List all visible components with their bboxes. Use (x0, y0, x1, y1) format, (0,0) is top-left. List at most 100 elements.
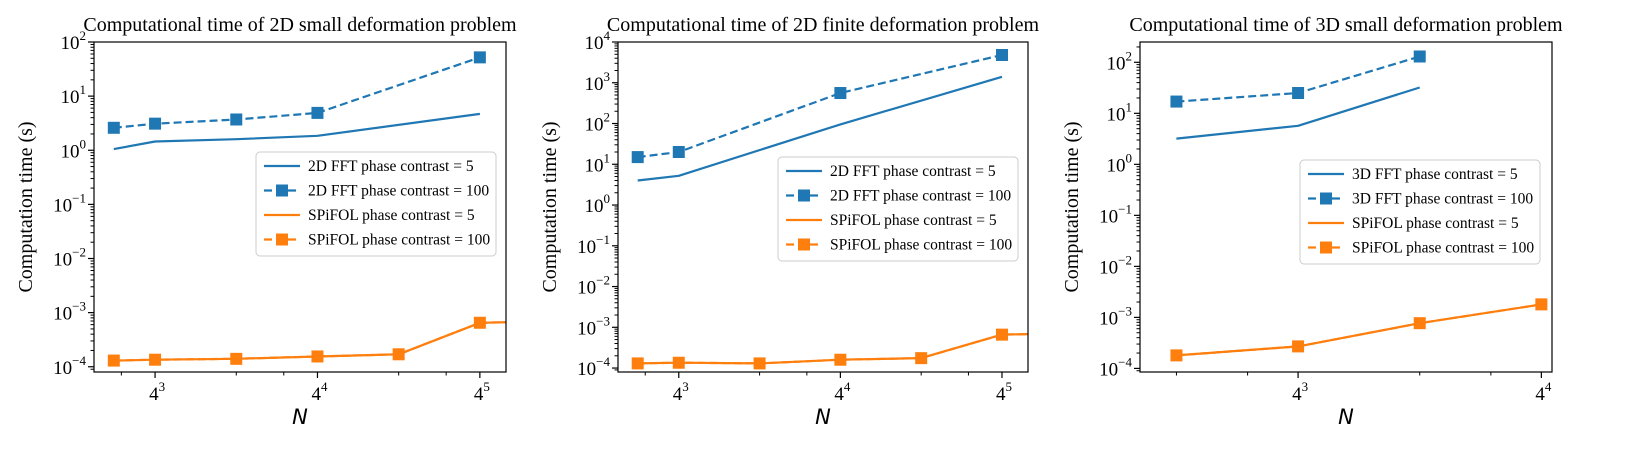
chart-1: Computational time of 2D small deformati… (15, 14, 567, 429)
x-tick-label-base: 4 (1292, 384, 1302, 405)
y-tick-label: 101 (61, 82, 87, 108)
data-point (1292, 87, 1305, 100)
legend-label: 3D FFT phase contrast = 5 (1352, 166, 1518, 183)
y-tick-label-exp: −2 (596, 273, 610, 288)
legend-entry-4: SPiFOL phase contrast = 100 (264, 232, 490, 249)
x-tick-label-exp: 4 (1545, 379, 1552, 394)
y-tick-label-base: 10 (1099, 257, 1118, 278)
y-tick-label-exp: −4 (72, 353, 86, 368)
y-axis-label: Computation time (s) (15, 121, 37, 292)
y-tick-label-exp: 3 (604, 69, 611, 84)
x-tick-label-base: 4 (834, 384, 844, 405)
data-point (230, 352, 243, 365)
series-line-4 (113, 321, 506, 362)
x-tick-label-exp: 3 (1302, 379, 1309, 394)
legend-marker (798, 238, 810, 251)
data-point (392, 348, 405, 361)
y-tick-label-exp: −3 (1118, 303, 1132, 318)
x-tick-label-exp: 5 (1005, 379, 1012, 394)
y-tick-label-exp: −3 (596, 313, 610, 328)
data-point (1413, 317, 1426, 330)
chart-3: Computational time of 3D small deformati… (1061, 14, 1563, 429)
series-line-3 (113, 321, 506, 362)
legend-label: SPiFOL phase contrast = 100 (830, 237, 1012, 254)
y-tick-label: 100 (1107, 150, 1133, 176)
y-tick-label-base: 10 (577, 237, 596, 258)
legend-entry-3: SPiFOL phase contrast = 5 (264, 207, 475, 224)
data-point (555, 315, 567, 327)
y-tick-label-exp: −1 (596, 232, 610, 247)
legend: 2D FFT phase contrast = 5 2D FFT phase co… (777, 156, 1019, 262)
data-point (149, 353, 162, 366)
series-line-4 (1176, 303, 1542, 357)
legend-label: 2D FFT phase contrast = 5 (830, 163, 996, 180)
data-point (107, 354, 120, 367)
y-tick-label-base: 10 (585, 196, 604, 217)
data-point (753, 357, 766, 370)
y-tick-label: 104 (585, 28, 611, 54)
y-tick-label-base: 10 (53, 195, 72, 216)
x-tick-label: 43 (673, 379, 689, 405)
y-tick-label: 101 (1107, 99, 1133, 125)
data-point (473, 51, 486, 64)
legend-marker (276, 184, 288, 197)
y-tick-label-base: 10 (585, 155, 604, 176)
y-tick-label-exp: 1 (80, 82, 87, 97)
x-tick-label-base: 4 (311, 384, 321, 405)
x-tick-label-base: 4 (149, 384, 159, 405)
y-tick-label: 100 (585, 191, 611, 217)
data-point (107, 121, 120, 134)
y-tick-label-base: 10 (53, 304, 72, 325)
series-line-1 (637, 75, 1003, 182)
y-tick-label-base: 10 (53, 358, 72, 379)
series-line-4 (637, 333, 1028, 365)
chart-title: Computational time of 2D small deformati… (83, 14, 517, 36)
legend-label: 2D FFT phase contrast = 100 (830, 188, 1011, 205)
y-tick-label-exp: −2 (1118, 252, 1132, 267)
legend-entry-3: SPiFOL phase contrast = 5 (1308, 215, 1519, 232)
y-tick-label-exp: 0 (1126, 150, 1133, 165)
legend-marker (798, 189, 810, 202)
data-point (1170, 95, 1183, 108)
y-tick-label: 10−1 (1099, 201, 1132, 227)
y-tick-label-base: 10 (585, 33, 604, 54)
y-tick-label-base: 10 (1099, 206, 1118, 227)
y-tick-label-base: 10 (577, 359, 596, 380)
y-tick-label-exp: −3 (72, 299, 86, 314)
x-tick-label: 45 (474, 379, 490, 405)
legend-entry-1: 3D FFT phase contrast = 5 (1308, 166, 1518, 183)
y-tick-label-exp: −1 (1118, 201, 1132, 216)
plot-area-frame (1139, 41, 1553, 373)
y-tick-label: 102 (61, 28, 87, 54)
y-tick-label-exp: 0 (80, 136, 87, 151)
data-point (311, 106, 324, 119)
y-tick-label-base: 10 (1099, 308, 1118, 329)
y-tick-label: 100 (61, 136, 87, 162)
y-tick-label: 10−1 (53, 190, 86, 216)
series-group (107, 51, 567, 367)
plot-area-frame (93, 41, 507, 373)
data-point (1535, 298, 1548, 311)
series-group (1170, 50, 1548, 362)
y-tick-label-exp: −4 (596, 354, 610, 369)
y-tick-label: 102 (585, 110, 611, 136)
legend-entry-2: 2D FFT phase contrast = 100 (264, 183, 489, 200)
y-tick-label-base: 10 (61, 33, 80, 54)
data-point (473, 316, 486, 329)
x-tick-label: 45 (996, 379, 1012, 405)
legend-entry-4: SPiFOL phase contrast = 100 (1308, 240, 1534, 257)
y-axis-label: Computation time (s) (539, 121, 561, 292)
chart-title: Computational time of 3D small deformati… (1129, 14, 1563, 36)
legend-label: 2D FFT phase contrast = 100 (308, 183, 489, 200)
y-tick-label: 10−4 (1099, 354, 1132, 380)
y-tick-label-base: 10 (577, 278, 596, 299)
legend: 3D FFT phase contrast = 5 3D FFT phase co… (1299, 159, 1541, 265)
data-point (834, 87, 847, 100)
y-tick-label-base: 10 (1099, 359, 1118, 380)
y-tick-label: 10−3 (53, 299, 86, 325)
data-point (149, 117, 162, 130)
series-line-1 (1176, 86, 1421, 140)
series-group (631, 48, 1028, 370)
legend-box (1299, 159, 1541, 265)
legend-label: SPiFOL phase contrast = 5 (1352, 215, 1519, 232)
